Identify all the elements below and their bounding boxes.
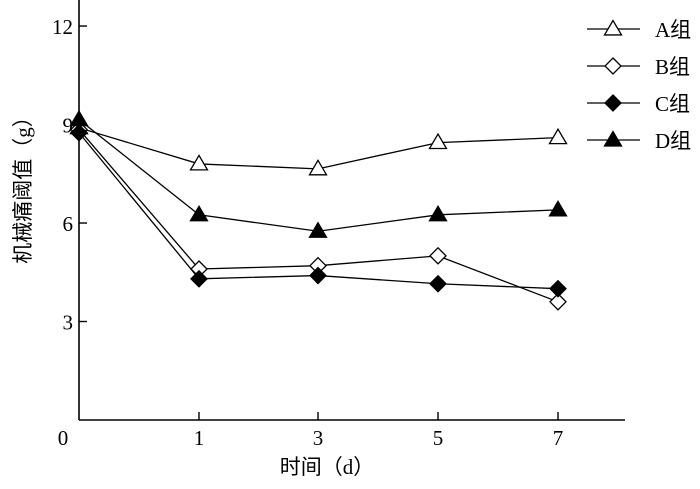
y-tick-label: 3 [63, 311, 74, 335]
data-point-marker [549, 292, 567, 311]
y-tick-label: 12 [52, 15, 73, 39]
series-a [69, 118, 568, 176]
data-point-marker [548, 200, 568, 217]
data-point-marker [69, 109, 89, 127]
legend-marker [603, 130, 623, 147]
x-tick-label: 1 [194, 426, 205, 450]
legend-item: A组 [587, 18, 691, 42]
data-point-marker [190, 269, 208, 288]
y-axis-title: 机械痛阈值（g） [11, 106, 35, 264]
data-point-marker [549, 279, 567, 298]
y-tick-label: 9 [63, 114, 74, 138]
series-c [70, 123, 567, 298]
series-b [70, 120, 567, 311]
data-point-marker [309, 266, 327, 285]
y-tick-label: 6 [63, 212, 74, 236]
x-tick-label: 0 [58, 426, 69, 450]
legend-marker [604, 57, 622, 75]
x-axis-title: 时间（d） [280, 455, 375, 479]
chart-axes [78, 0, 625, 421]
legend-item: B组 [587, 55, 690, 79]
legend-item: D组 [587, 129, 691, 153]
x-tick-label: 5 [433, 426, 444, 450]
legend-label: B组 [655, 55, 690, 79]
legend-marker [603, 19, 623, 36]
x-tick-label: 7 [553, 426, 564, 450]
x-tick-label: 3 [313, 426, 324, 450]
data-point-marker [308, 159, 328, 176]
chart-legend: A组 B组 C组 D组 [587, 18, 691, 153]
data-point-marker [428, 132, 448, 150]
legend-label: A组 [655, 18, 691, 42]
legend-label: C组 [655, 92, 690, 116]
data-point-marker [429, 274, 447, 293]
y-axis-ticks: 3 6 9 12 [52, 15, 87, 335]
data-point-marker [429, 246, 447, 265]
data-point-marker [548, 127, 568, 145]
data-point-marker [189, 205, 209, 222]
data-point-marker [308, 221, 328, 238]
x-axis-ticks: 0 1 3 5 7 [58, 412, 564, 450]
series-layer [69, 109, 568, 311]
series-d [69, 109, 568, 238]
legend-label: D组 [655, 129, 691, 153]
data-point-marker [428, 205, 448, 222]
data-point-marker [189, 154, 209, 171]
legend-marker [604, 94, 622, 112]
legend-item: C组 [587, 92, 690, 116]
data-point-marker [70, 123, 88, 142]
